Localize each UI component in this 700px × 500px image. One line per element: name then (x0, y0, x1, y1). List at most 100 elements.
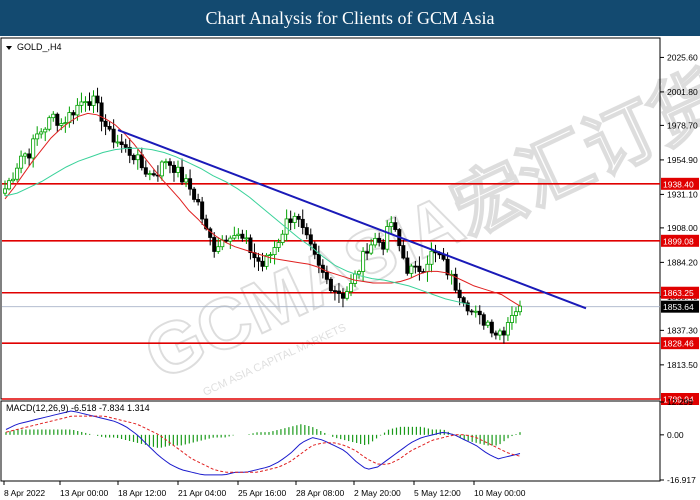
candle-body (95, 95, 100, 104)
candle-body (340, 293, 345, 299)
candle-body (518, 305, 523, 313)
candle-body (240, 233, 245, 239)
candle-body (509, 315, 514, 323)
price-axis-label: 1954.90 (667, 155, 698, 165)
candle-body (332, 290, 337, 293)
candle-body (292, 215, 297, 223)
candle-body (99, 102, 104, 122)
macd-axis-label: -16.917 (667, 475, 696, 485)
candle-body (373, 237, 378, 246)
time-axis-label: 8 Apr 2022 (4, 488, 45, 498)
level-price-label: 1828.46 (663, 339, 694, 349)
candle-body (79, 101, 84, 106)
candle-body (111, 128, 116, 143)
candle-body (103, 120, 108, 127)
level-price-label: 1899.08 (663, 236, 694, 246)
candle-body (264, 254, 269, 267)
candle-body (115, 141, 120, 144)
candle-body (481, 314, 486, 326)
ma-slow-line (4, 147, 471, 306)
candle-body (163, 161, 168, 164)
candle-body (19, 155, 24, 169)
candle-body (7, 180, 12, 190)
page-title: Chart Analysis for Clients of GCM Asia (205, 8, 495, 28)
candle-body (123, 144, 128, 148)
candle-body (228, 237, 233, 242)
candle-body (385, 226, 390, 250)
symbol-menu-arrow-icon[interactable] (6, 46, 12, 50)
candle-body (188, 178, 193, 190)
time-axis-label: 5 May 12:00 (414, 488, 461, 498)
candle-body (361, 251, 366, 272)
candle-body (200, 201, 205, 220)
time-axis-label: 10 May 00:00 (474, 488, 526, 498)
candle-body (47, 117, 52, 130)
candle-body (513, 311, 518, 316)
candle-body (151, 173, 156, 176)
time-axis-label: 2 May 20:00 (354, 488, 401, 498)
time-axis-label: 21 Apr 04:00 (178, 488, 226, 498)
candle-body (131, 154, 136, 161)
candle-body (417, 265, 422, 272)
candle-body (393, 222, 398, 230)
candle-body (192, 188, 197, 200)
candle-body (176, 166, 181, 173)
candle-body (369, 244, 374, 254)
candle-body (204, 218, 209, 230)
candle-body (409, 265, 414, 274)
candle-body (143, 167, 148, 175)
candle-body (212, 237, 217, 252)
candle-body (87, 101, 92, 106)
candle-body (139, 154, 144, 169)
macd-panel-frame (0, 400, 661, 482)
candle-body (236, 233, 241, 236)
candle-body (35, 133, 40, 140)
resistance-trendline[interactable] (117, 129, 587, 310)
level-price-tag (661, 393, 699, 405)
candle-body (308, 234, 313, 245)
level-price-label: 1938.40 (663, 179, 694, 189)
level-price-label: 1789.94 (663, 395, 694, 405)
candle-body (280, 233, 285, 243)
candle-body (353, 273, 358, 284)
candle-body (216, 246, 221, 252)
candle-body (377, 237, 382, 243)
candle-body (453, 273, 458, 291)
price-axis-label: 1837.30 (667, 325, 698, 335)
time-axis-label: 13 Apr 00:00 (60, 488, 108, 498)
macd-axis-label: 12.299 (667, 397, 693, 407)
macd-axis-label: 0.00 (667, 430, 684, 440)
candle-body (71, 112, 76, 116)
candle-body (336, 290, 341, 294)
candle-body (224, 239, 229, 242)
candle-body (184, 178, 189, 183)
current-price-tag (661, 300, 699, 313)
candle-body (357, 271, 362, 275)
candle-body (3, 188, 8, 194)
candle-body (413, 265, 418, 268)
candle-body (232, 235, 237, 239)
candle-body (365, 251, 370, 254)
candle-body (316, 253, 321, 266)
level-price-label: 1863.25 (663, 288, 694, 298)
candle-body (43, 128, 48, 133)
candle-body (296, 215, 301, 220)
title-banner: Chart Analysis for Clients of GCM Asia (0, 0, 700, 36)
candle-body (55, 113, 60, 126)
candle-body (328, 278, 333, 292)
candle-body (147, 173, 152, 176)
candle-body (11, 178, 16, 182)
candle-body (159, 161, 164, 177)
candle-body (27, 153, 32, 159)
level-price-tag (661, 286, 699, 299)
candle-body (344, 291, 349, 299)
candle-body (401, 245, 406, 259)
chart-canvas: GCMASIA宏汇订货 GCM ASIA CAPITAL MARKETS 202… (0, 36, 700, 500)
candle-body (256, 257, 261, 262)
candle-body (15, 167, 20, 180)
candle-body (349, 283, 354, 292)
candle-body (473, 310, 478, 313)
candle-body (489, 321, 494, 334)
candle-body (465, 302, 470, 312)
candle-body (469, 310, 474, 313)
